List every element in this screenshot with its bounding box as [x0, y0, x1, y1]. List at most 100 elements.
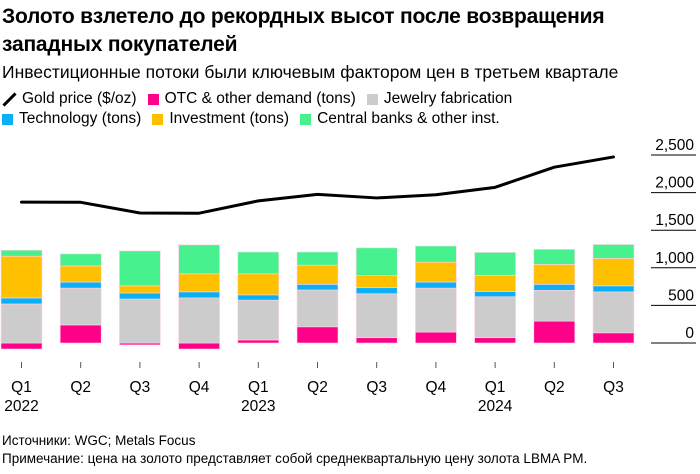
bar-central_banks — [237, 251, 280, 275]
x-axis: Q1 Q2 Q3 Q4 Q1 Q2 Q3 Q4 Q1 Q2 Q3 2022 2023 2024 — [4, 362, 624, 415]
bar-technology — [592, 285, 635, 293]
bar-technology — [178, 291, 220, 299]
bar-jewelry — [533, 290, 576, 322]
legend: Gold price ($/oz) OTC & other demand (to… — [2, 89, 602, 129]
bar-stack — [0, 249, 43, 350]
bar-layer — [0, 244, 635, 350]
bar-investment — [119, 285, 161, 294]
bar-technology — [415, 281, 457, 289]
bar-jewelry — [237, 299, 280, 341]
bar-otc — [592, 332, 635, 344]
bar-investment — [533, 264, 576, 285]
bar-technology — [474, 291, 516, 298]
square-icon — [152, 113, 164, 125]
legend-label-gold: Gold price ($/oz) — [22, 90, 137, 107]
x-tick-label: Q2 — [70, 379, 91, 396]
y-tick-label: 1,000 — [655, 250, 694, 267]
legend-item-technology: Technology (tons) — [2, 109, 141, 129]
y-tick-label: 2,000 — [655, 175, 694, 192]
bar-jewelry — [474, 296, 516, 339]
bar-central_banks — [296, 251, 339, 266]
bar-central_banks — [119, 250, 161, 287]
bar-stack — [59, 253, 102, 344]
bar-technology — [296, 284, 339, 291]
x-tick-label: Q3 — [130, 379, 151, 396]
bar-technology — [355, 287, 398, 295]
bar-otc — [533, 320, 576, 344]
legend-label-technology: Technology (tons) — [19, 110, 142, 127]
bar-otc — [0, 342, 43, 350]
y-tick-label: 0 — [685, 325, 694, 342]
bar-central_banks — [0, 249, 43, 257]
chart-subtitle: Инвестиционные потоки были ключевым факт… — [2, 62, 619, 82]
legend-label-jewelry: Jewelry fabrication — [383, 90, 513, 107]
sources-note: Источники: WGC; Metals Focus — [2, 433, 196, 448]
bar-stack — [474, 252, 516, 344]
bar-central_banks — [355, 247, 398, 276]
bar-jewelry — [119, 298, 161, 344]
x-tick-label: Q1 — [485, 379, 506, 396]
bar-stack — [355, 247, 398, 344]
x-tick-label: Q2 — [544, 379, 565, 396]
bar-stack — [296, 251, 339, 344]
legend-item-otc: OTC & other demand (tons) — [147, 89, 356, 109]
bar-jewelry — [178, 297, 220, 344]
x-tick-label: Q2 — [307, 379, 328, 396]
bar-central_banks — [592, 244, 635, 259]
bar-technology — [59, 281, 102, 289]
bar-jewelry — [59, 287, 102, 326]
bar-otc — [59, 324, 102, 344]
legend-label-central-banks: Central banks & other inst. — [317, 110, 500, 127]
bar-central_banks — [178, 244, 220, 275]
bar-jewelry — [592, 291, 635, 334]
bar-investment — [178, 273, 220, 293]
bar-central_banks — [415, 245, 457, 263]
price-line-layer — [20, 155, 615, 215]
bar-otc — [296, 326, 339, 344]
bar-stack — [415, 245, 457, 344]
bar-stack — [178, 244, 220, 350]
legend-row-2: Technology (tons) Investment (tons) Cent… — [2, 109, 602, 129]
bar-technology — [237, 294, 280, 301]
bar-otc — [415, 331, 457, 344]
methodology-note: Примечание: цена на золото представляет … — [2, 451, 588, 466]
bar-central_banks — [474, 252, 516, 276]
bar-jewelry — [296, 289, 339, 328]
bar-technology — [533, 284, 576, 291]
x-year-label: 2024 — [478, 398, 513, 415]
x-tick-label: Q4 — [426, 379, 447, 396]
bar-stack — [237, 251, 280, 344]
legend-row-1: Gold price ($/oz) OTC & other demand (to… — [2, 89, 602, 109]
bar-investment — [592, 258, 635, 287]
bar-otc — [355, 337, 398, 344]
square-icon — [147, 93, 159, 105]
bar-investment — [59, 265, 102, 283]
y-tick-label: 500 — [668, 287, 694, 304]
bar-technology — [0, 297, 43, 305]
bar-jewelry — [355, 293, 398, 339]
y-tick-label: 2,500 — [655, 137, 694, 154]
legend-item-jewelry: Jewelry fabrication — [366, 89, 513, 109]
chart-title: Золото взлетело до рекордных высот после… — [2, 5, 605, 56]
square-icon — [300, 113, 312, 125]
bar-investment — [237, 273, 280, 296]
x-year-label: 2022 — [4, 398, 38, 415]
bar-jewelry — [0, 303, 43, 344]
bar-otc — [237, 339, 280, 344]
x-tick-label: Q3 — [366, 379, 387, 396]
x-tick-label: Q3 — [603, 379, 624, 396]
line-icon — [2, 92, 16, 106]
bar-otc — [178, 342, 220, 350]
legend-label-investment: Investment (tons) — [169, 110, 290, 127]
bar-stack — [119, 250, 161, 346]
footer: Источники: WGC; Metals Focus Примечание:… — [2, 432, 587, 468]
bar-jewelry — [415, 287, 457, 333]
square-icon — [2, 113, 13, 125]
x-tick-label: Q4 — [189, 379, 210, 396]
y-tick-label: 1,500 — [655, 212, 694, 229]
bar-technology — [119, 292, 161, 300]
bar-central_banks — [533, 249, 576, 265]
legend-item-central-banks: Central banks & other inst. — [300, 109, 500, 129]
bar-investment — [0, 255, 43, 299]
